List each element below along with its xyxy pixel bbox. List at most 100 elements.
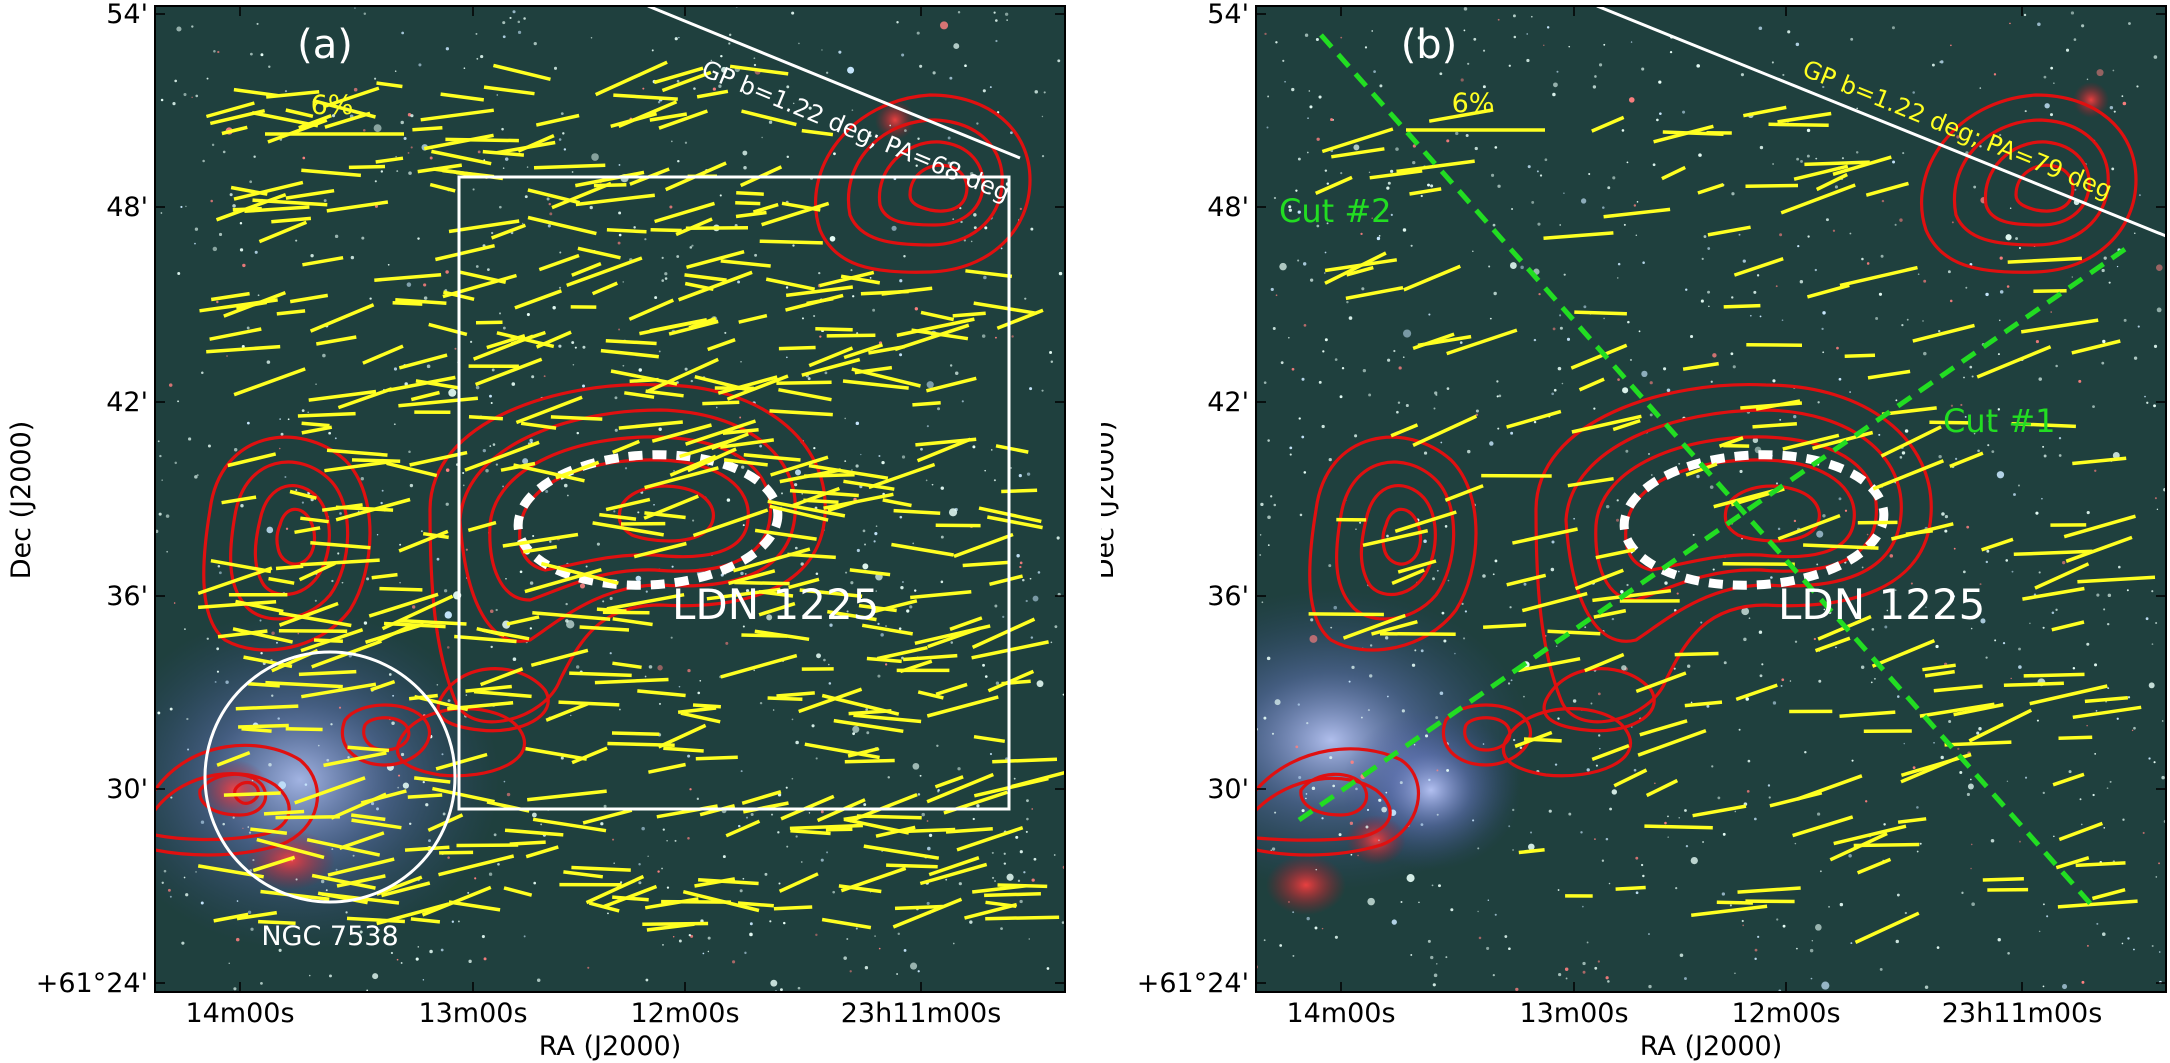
star (792, 244, 795, 247)
star (1443, 639, 1447, 643)
polarization-vector (767, 696, 803, 701)
dec-tick: 42' (106, 387, 148, 418)
star (504, 157, 509, 161)
star (184, 628, 186, 631)
polarization-vector (474, 357, 543, 387)
star (1026, 799, 1029, 803)
star (1979, 87, 1982, 89)
star (188, 437, 192, 441)
polarization-vector (860, 289, 909, 296)
star (1965, 286, 1968, 289)
polarization-vector (309, 303, 375, 333)
star (1531, 201, 1535, 204)
star (328, 974, 332, 978)
star (1806, 128, 1811, 133)
star (1586, 941, 1589, 944)
star (191, 25, 194, 28)
star (1894, 223, 1897, 226)
star (878, 455, 881, 458)
polarization-vector (1595, 547, 1636, 560)
star (558, 138, 562, 141)
star (1641, 67, 1645, 71)
polarization-vector (886, 863, 938, 869)
star (1580, 831, 1583, 834)
star (1311, 786, 1316, 791)
star (485, 469, 489, 473)
star (1664, 581, 1668, 585)
star (2015, 237, 2019, 240)
dec-tick: 36' (1207, 581, 1249, 612)
star (1904, 911, 1907, 915)
star (1594, 75, 1597, 78)
star (671, 565, 674, 568)
star (1582, 961, 1586, 966)
star (1272, 327, 1276, 330)
star (216, 647, 220, 651)
polarization-vector (294, 526, 321, 535)
star (1991, 450, 1995, 454)
polarization-vector (551, 181, 612, 210)
polarization-vector (350, 813, 386, 822)
polarization-vector (1428, 108, 1494, 123)
star (1041, 115, 1044, 118)
star (828, 663, 830, 666)
star (1817, 812, 1821, 816)
star (260, 53, 264, 57)
star (1340, 36, 1343, 39)
star (2051, 611, 2055, 614)
star (2146, 401, 2149, 404)
star (444, 611, 452, 619)
star (1492, 573, 1495, 576)
polarization-vector (300, 516, 329, 524)
polarization-vector (798, 687, 863, 714)
star (1910, 582, 1913, 585)
polarization-vector (1371, 620, 1418, 636)
star (523, 17, 526, 20)
polarization-vector (346, 916, 405, 924)
star (1523, 695, 1525, 698)
star (1597, 960, 1600, 963)
star (1732, 365, 1736, 369)
star (1464, 610, 1468, 613)
polarization-vector (503, 886, 533, 897)
star (1698, 153, 1702, 157)
star (648, 665, 653, 669)
star (400, 120, 404, 125)
star (737, 280, 741, 284)
polarization-vector (1321, 127, 1394, 154)
star (1730, 352, 1734, 356)
star (218, 571, 222, 575)
star (2081, 24, 2085, 28)
star (509, 16, 512, 20)
star (1970, 843, 1973, 846)
star (670, 636, 673, 639)
ra-tick: 14m00s (185, 998, 294, 1029)
polarization-vector (504, 828, 564, 837)
star (2131, 729, 2134, 732)
star (914, 307, 919, 311)
star (1752, 437, 1759, 444)
polarization-vector (2077, 575, 2156, 584)
star (194, 227, 199, 231)
star (624, 467, 628, 470)
star (1985, 560, 1989, 564)
star (370, 802, 375, 806)
star (239, 248, 244, 252)
star (2094, 469, 2097, 472)
star (1533, 338, 1537, 342)
polarization-vector (606, 592, 685, 611)
star (712, 87, 716, 91)
star (401, 31, 405, 35)
polarization-vector (654, 201, 716, 224)
star (489, 394, 492, 398)
ra-tick: 13m00s (418, 998, 527, 1029)
star (720, 54, 723, 58)
star (1622, 387, 1629, 394)
star (832, 890, 836, 894)
star (1580, 198, 1587, 204)
star (254, 250, 258, 254)
star (1557, 889, 1560, 891)
star (1903, 742, 1905, 745)
star (177, 272, 181, 275)
star (1676, 592, 1679, 595)
